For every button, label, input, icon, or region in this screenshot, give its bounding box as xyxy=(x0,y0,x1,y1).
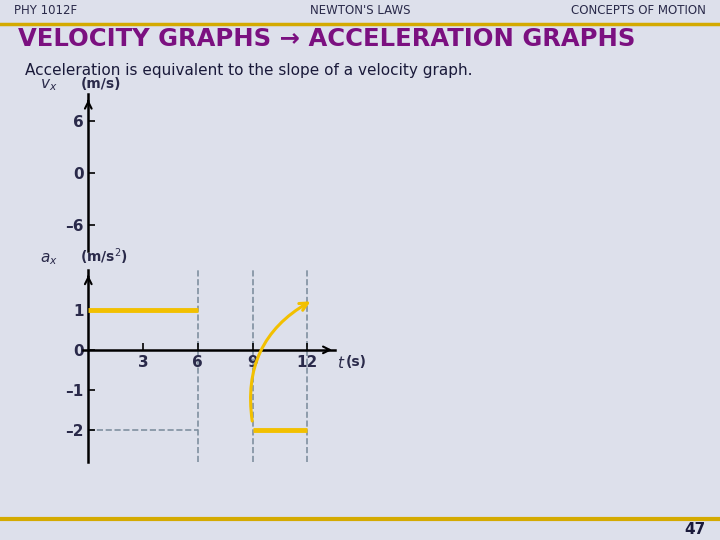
Text: VELOCITY GRAPHS → ACCELERATION GRAPHS: VELOCITY GRAPHS → ACCELERATION GRAPHS xyxy=(18,28,635,51)
Text: (m/s): (m/s) xyxy=(81,77,121,91)
Text: (m/s$^2$): (m/s$^2$) xyxy=(81,247,128,267)
Text: NEWTON'S LAWS: NEWTON'S LAWS xyxy=(310,4,410,17)
Text: (s): (s) xyxy=(346,355,366,369)
Text: CONCEPTS OF MOTION: CONCEPTS OF MOTION xyxy=(571,4,706,17)
Text: 47: 47 xyxy=(684,522,706,537)
Text: $v_x$: $v_x$ xyxy=(40,77,58,93)
Text: Acceleration is equivalent to the slope of a velocity graph.: Acceleration is equivalent to the slope … xyxy=(25,63,473,78)
Text: $a_x$: $a_x$ xyxy=(40,251,58,267)
Text: PHY 1012F: PHY 1012F xyxy=(14,4,78,17)
Text: $t$: $t$ xyxy=(337,355,345,370)
